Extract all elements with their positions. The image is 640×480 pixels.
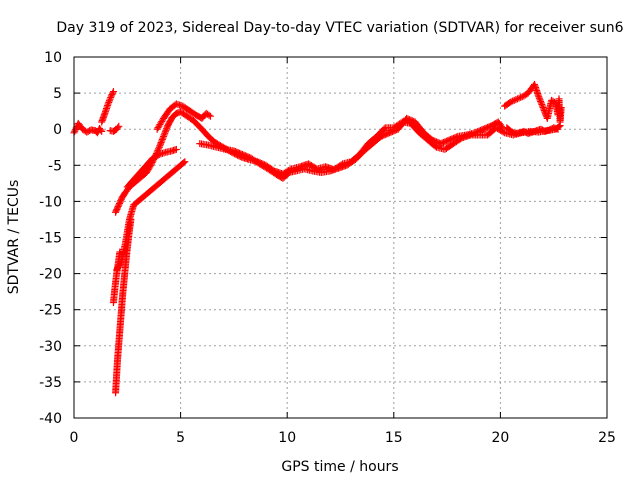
- data-point: [172, 145, 180, 153]
- data-point: [104, 100, 112, 108]
- data-point: [517, 93, 525, 101]
- data-point: [105, 98, 113, 106]
- data-point: [535, 94, 543, 102]
- data-point: [518, 93, 526, 101]
- y-tick-label: 0: [53, 122, 62, 138]
- x-tick-label: 5: [176, 430, 185, 446]
- gridlines: [74, 57, 607, 418]
- y-tick-label: -35: [39, 375, 62, 391]
- data-point: [109, 88, 117, 96]
- data-point: [156, 142, 164, 150]
- y-tick-label: 5: [53, 86, 62, 102]
- data-point: [180, 159, 188, 167]
- data-point: [515, 94, 523, 102]
- y-tick-label: -15: [39, 231, 62, 247]
- y-tick-label: -20: [39, 267, 62, 283]
- data-point: [206, 112, 214, 120]
- y-tick-label: -5: [48, 158, 62, 174]
- y-tick-label: -30: [39, 339, 62, 355]
- data-point: [155, 145, 163, 153]
- data-point: [537, 99, 545, 107]
- chart-title: Day 319 of 2023, Sidereal Day-to-day VTE…: [56, 20, 623, 36]
- data-point: [158, 137, 166, 145]
- x-tick-label: 20: [491, 430, 509, 446]
- data-point: [158, 136, 166, 144]
- data-point: [181, 158, 189, 166]
- data-point: [105, 97, 113, 105]
- data-point: [159, 134, 167, 142]
- data-point: [538, 100, 546, 108]
- data-point: [116, 248, 124, 256]
- data-point: [155, 143, 163, 151]
- data-point: [157, 139, 165, 147]
- data-point: [98, 127, 106, 135]
- data-point: [513, 95, 521, 103]
- data-point: [499, 128, 507, 136]
- data-point: [162, 126, 170, 134]
- data-point: [109, 89, 117, 97]
- data-point: [71, 126, 79, 134]
- x-tick-label: 0: [70, 430, 79, 446]
- data-point: [156, 140, 164, 148]
- data-point: [161, 128, 169, 136]
- data-point: [107, 94, 115, 102]
- data-point: [538, 102, 546, 110]
- data-point: [539, 104, 547, 112]
- data-point: [160, 131, 168, 139]
- data-point: [537, 97, 545, 105]
- x-tick-label: 15: [385, 430, 403, 446]
- data-point: [507, 98, 515, 106]
- x-tick-label: 25: [598, 430, 616, 446]
- data-point: [163, 125, 171, 133]
- data-point: [557, 104, 565, 112]
- data-point: [512, 96, 520, 104]
- data-point: [114, 124, 122, 132]
- y-tick-label: 10: [44, 50, 62, 66]
- plot-frame: [73, 56, 608, 419]
- y-tick-label: -10: [39, 194, 62, 210]
- data-point: [127, 215, 135, 223]
- data-point: [205, 111, 213, 119]
- data-point: [452, 133, 460, 141]
- data-points: [70, 80, 565, 397]
- y-axis-title: SDTVAR / TECUs: [6, 180, 22, 295]
- data-point: [97, 126, 105, 134]
- data-point: [510, 96, 518, 104]
- data-point: [535, 93, 543, 101]
- data-point: [540, 105, 548, 113]
- data-point: [554, 125, 562, 133]
- y-tick-label: -40: [39, 411, 62, 427]
- x-tick-label: 10: [278, 430, 296, 446]
- x-axis-title: GPS time / hours: [281, 459, 398, 475]
- y-tick-label: -25: [39, 303, 62, 319]
- data-point: [71, 127, 79, 135]
- data-point: [106, 95, 114, 103]
- data-point: [115, 122, 123, 130]
- data-point: [497, 122, 505, 130]
- data-point: [509, 97, 517, 105]
- data-point: [536, 96, 544, 104]
- data-point: [160, 132, 168, 140]
- data-point: [161, 129, 169, 137]
